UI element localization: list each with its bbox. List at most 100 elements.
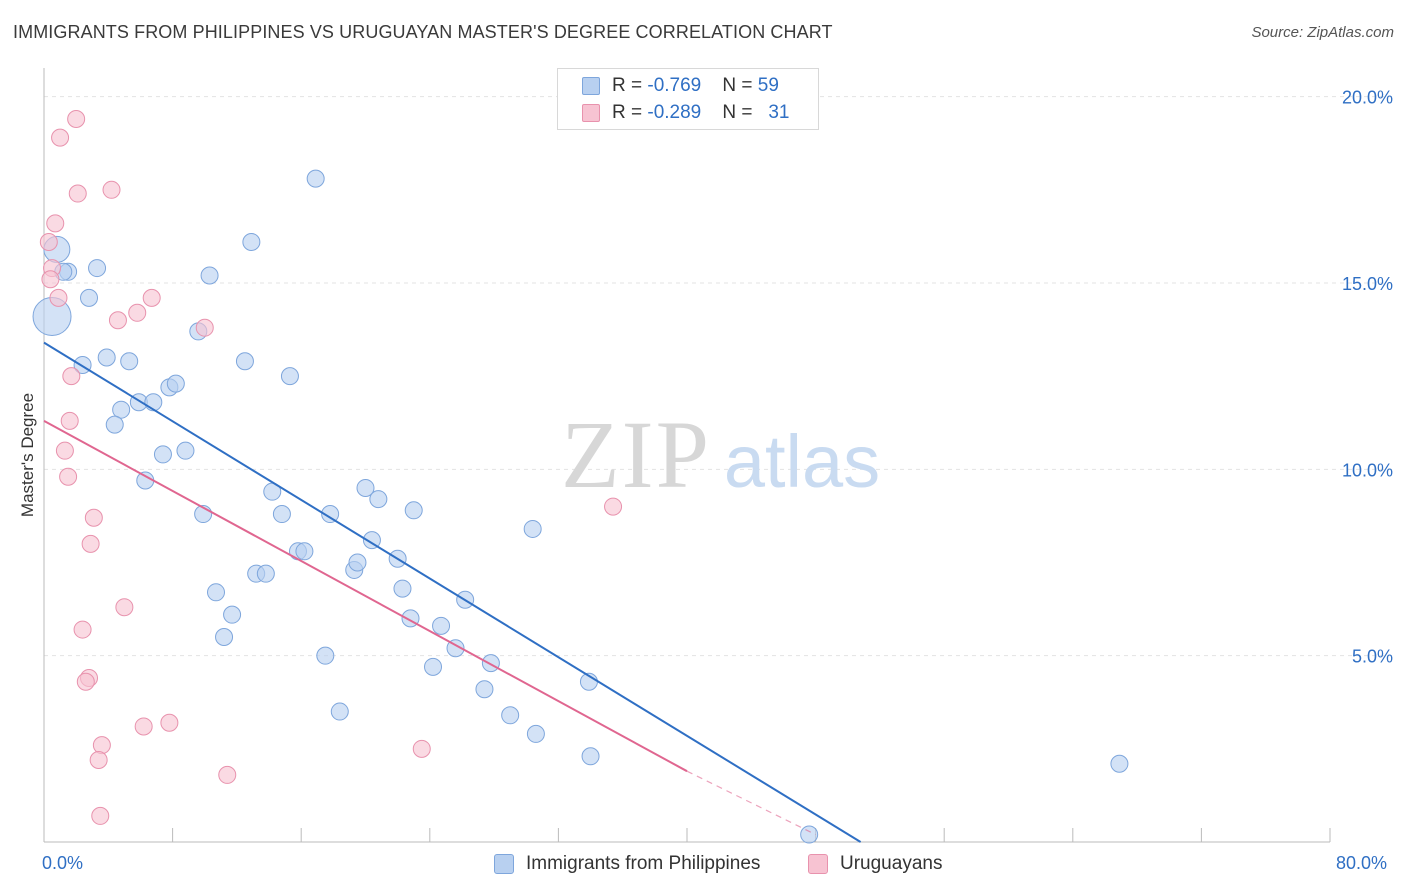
data-point (321, 505, 340, 524)
legend-r-value: -0.289 (647, 102, 702, 123)
data-point (800, 825, 819, 844)
data-point (1110, 754, 1129, 773)
data-point (369, 490, 388, 509)
data-point (526, 724, 545, 743)
watermark: ZIP atlas (561, 401, 880, 508)
y-tick-label: 20.0% (1342, 88, 1393, 108)
legend-row-uruguayans: R = -0.289 N = 31 (582, 101, 790, 125)
y-tick-label: 15.0% (1342, 274, 1393, 294)
data-point (235, 352, 254, 371)
y-tick-label: 10.0% (1342, 460, 1393, 480)
data-point (215, 628, 234, 647)
watermark-atlas: atlas (724, 420, 880, 503)
data-point (195, 318, 214, 337)
data-point (295, 542, 314, 561)
legend-n-value: 31 (768, 102, 790, 123)
data-point (46, 214, 65, 233)
legend-row-philippines: R = -0.769 N = 59 (582, 74, 779, 98)
x-tick-label-max: 80.0% (1336, 853, 1388, 873)
grid-lines (44, 96, 1392, 657)
data-point (60, 411, 79, 430)
data-point (604, 497, 623, 516)
data-point (404, 501, 423, 520)
data-point (81, 534, 100, 553)
data-point (120, 352, 139, 371)
regression-line (43, 419, 688, 773)
data-point (92, 736, 111, 755)
watermark-zip: ZIP (561, 401, 711, 508)
y-tick-label: 5.0% (1352, 647, 1393, 667)
data-point (446, 639, 465, 658)
regression-lines (43, 341, 862, 843)
data-point (136, 471, 155, 490)
data-point (280, 367, 299, 386)
legend-n-label: N = (722, 75, 758, 96)
axes (43, 68, 1331, 843)
legend-swatch-pink (582, 104, 600, 122)
data-point (97, 348, 116, 367)
data-point (115, 598, 134, 617)
data-point (356, 478, 375, 497)
legend-r-value: -0.769 (647, 75, 702, 96)
data-point (166, 374, 185, 393)
data-point (581, 747, 600, 766)
legend-label: Immigrants from Philippines (526, 853, 761, 874)
data-point (105, 415, 124, 434)
regression-line (43, 341, 862, 843)
data-point (412, 739, 431, 758)
data-point (306, 169, 325, 188)
data-point (102, 180, 121, 199)
data-point (84, 508, 103, 527)
data-point (316, 646, 335, 665)
legend-swatch-blue (582, 77, 600, 95)
data-point (176, 441, 195, 460)
legend-item-uruguayans[interactable]: Uruguayans (808, 853, 942, 875)
data-point (362, 531, 381, 550)
data-point (51, 128, 70, 147)
data-point (523, 519, 542, 538)
legend-r-label: R = (612, 102, 648, 123)
data-point (242, 232, 261, 251)
data-point (112, 400, 131, 419)
data-point (128, 303, 147, 322)
data-point (256, 564, 275, 583)
data-point (348, 553, 367, 572)
legend-n-value: 59 (757, 75, 779, 96)
data-point (80, 288, 99, 307)
data-point (73, 620, 92, 639)
regression-line-extension (686, 770, 816, 836)
data-point (68, 184, 87, 203)
data-point (134, 717, 153, 736)
series-legend: Immigrants from Philippines Uruguayans (0, 850, 1406, 878)
y-tick-labels: 5.0% 10.0% 15.0% 20.0% (1342, 88, 1393, 667)
data-point (424, 657, 443, 676)
data-point (218, 765, 237, 784)
data-point (142, 288, 161, 307)
data-point (144, 393, 163, 412)
data-point (76, 672, 95, 691)
data-point (89, 751, 108, 770)
data-point (62, 367, 81, 386)
data-point (67, 109, 86, 128)
data-point (49, 288, 68, 307)
data-point (160, 713, 179, 732)
data-point (481, 654, 500, 673)
data-point (272, 505, 291, 524)
data-point (153, 445, 172, 464)
source-label: Source: ZipAtlas.com (1251, 24, 1394, 41)
data-point (88, 259, 107, 278)
data-point (39, 232, 58, 251)
legend-swatch-pink (808, 854, 828, 874)
data-point (330, 702, 349, 721)
data-point (91, 806, 110, 825)
data-point (108, 311, 127, 330)
data-point (41, 270, 60, 289)
x-tick-label-min: 0.0% (42, 853, 84, 873)
data-point (223, 605, 242, 624)
legend-item-philippines[interactable]: Immigrants from Philippines (494, 853, 760, 875)
data-point (475, 680, 494, 699)
series-uruguayans-points (39, 109, 623, 825)
data-point (207, 583, 226, 602)
data-point (501, 706, 520, 725)
